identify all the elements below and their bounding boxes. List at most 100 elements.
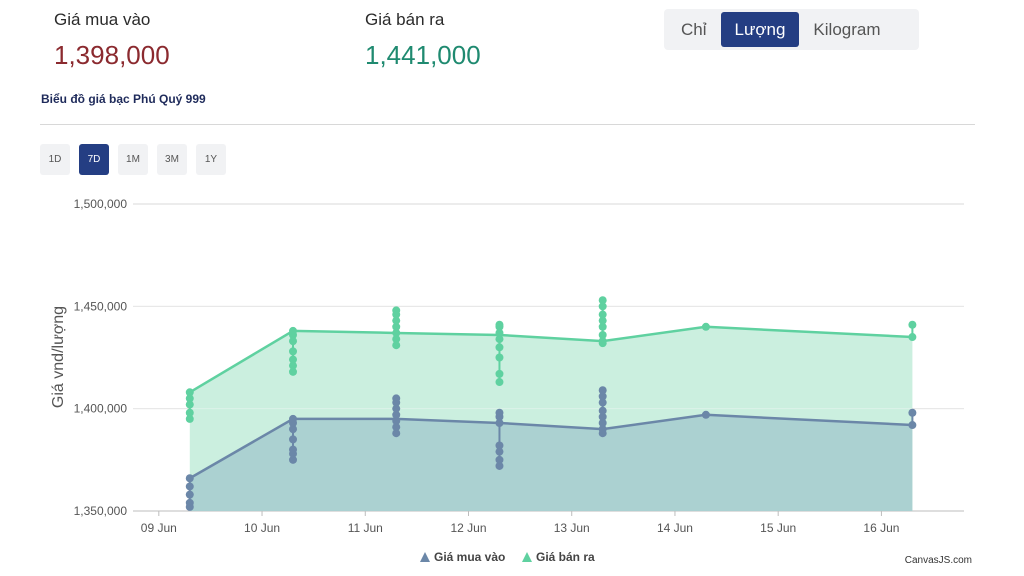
unit-tab-kilogram[interactable]: Kilogram	[813, 20, 881, 39]
x-tick-label: 15 Jun	[760, 521, 796, 535]
buy-price-label: Giá mua vào	[54, 10, 151, 29]
range-tab-3m[interactable]: 3M	[157, 144, 187, 175]
data-point-sell	[495, 378, 504, 387]
data-point-sell	[598, 302, 607, 311]
y-tick-label: 1,450,000	[74, 299, 128, 313]
range-tab-1d[interactable]: 1D	[40, 144, 70, 175]
data-point-buy	[908, 421, 917, 430]
data-point-sell	[598, 322, 607, 331]
chart-title: Biểu đồ giá bạc Phú Quý 999	[41, 92, 206, 106]
data-point-buy	[185, 474, 194, 483]
divider	[40, 124, 975, 125]
data-point-buy	[495, 447, 504, 456]
x-tick-label: 11 Jun	[348, 521, 383, 535]
data-point-sell	[289, 355, 298, 364]
canvasjs-credit[interactable]: CanvasJS.com	[904, 555, 972, 566]
data-point-sell	[392, 328, 401, 337]
y-axis-title: Giá vnd/lượng	[50, 306, 67, 408]
data-point-sell	[185, 414, 194, 423]
range-tabs: 1D 7D 1M 3M 1Y	[40, 144, 226, 175]
data-point-sell	[185, 394, 194, 403]
unit-tabs: Chỉ Lượng Kilogram	[664, 9, 919, 50]
data-point-sell	[289, 337, 298, 346]
data-point-buy	[392, 429, 401, 438]
sell-price-block: Giá bán ra 1,441,000	[365, 10, 481, 71]
data-point-sell	[701, 322, 710, 331]
data-point-sell	[495, 328, 504, 337]
data-point-buy	[392, 410, 401, 419]
data-point-buy	[392, 394, 401, 403]
data-point-sell	[185, 400, 194, 409]
data-point-buy	[392, 416, 401, 425]
legend-label-sell: Giá bán ra	[536, 550, 595, 564]
buy-price-value: 1,398,000	[54, 40, 170, 70]
data-point-buy	[392, 423, 401, 432]
data-point-sell	[908, 333, 917, 342]
data-point-buy	[495, 461, 504, 470]
data-point-sell	[289, 367, 298, 376]
unit-tab-luong[interactable]: Lượng	[720, 12, 800, 47]
data-point-buy	[495, 455, 504, 464]
data-point-sell	[289, 326, 298, 335]
data-point-buy	[185, 502, 194, 511]
data-point-sell	[392, 335, 401, 344]
data-point-buy	[185, 482, 194, 491]
data-point-buy	[598, 412, 607, 421]
data-point-buy	[289, 455, 298, 464]
data-point-buy	[289, 425, 298, 434]
data-point-buy	[495, 441, 504, 450]
range-tab-1y[interactable]: 1Y	[196, 144, 226, 175]
sell-price-label: Giá bán ra	[365, 10, 445, 29]
data-point-buy	[495, 418, 504, 427]
legend-label-buy: Giá mua vào	[434, 550, 505, 564]
y-tick-label: 1,500,000	[74, 197, 128, 211]
data-point-buy	[598, 406, 607, 415]
data-point-sell	[598, 296, 607, 305]
data-point-sell	[598, 310, 607, 319]
data-point-buy	[598, 418, 607, 427]
unit-tab-chi[interactable]: Chỉ	[681, 20, 707, 39]
data-point-sell	[185, 388, 194, 397]
legend-marker-buy	[420, 552, 430, 562]
data-point-buy	[495, 408, 504, 417]
range-tab-1m[interactable]: 1M	[118, 144, 148, 175]
data-point-buy	[598, 429, 607, 438]
data-point-sell	[495, 320, 504, 329]
y-tick-label: 1,350,000	[74, 504, 128, 518]
data-point-buy	[701, 410, 710, 419]
x-tick-label: 16 Jun	[863, 521, 899, 535]
data-point-sell	[392, 341, 401, 350]
data-point-buy	[289, 445, 298, 454]
x-tick-label: 14 Jun	[657, 521, 693, 535]
x-tick-label: 12 Jun	[450, 521, 486, 535]
data-point-sell	[598, 330, 607, 339]
data-point-buy	[289, 435, 298, 444]
data-point-buy	[392, 404, 401, 413]
data-point-buy	[185, 490, 194, 499]
data-point-sell	[392, 306, 401, 315]
range-tab-7d[interactable]: 7D	[79, 144, 109, 175]
data-point-sell	[908, 320, 917, 329]
area-buy	[189, 414, 913, 511]
data-point-sell	[392, 322, 401, 331]
data-point-sell	[289, 347, 298, 356]
legend-marker-sell	[522, 552, 532, 562]
data-point-sell	[495, 353, 504, 362]
data-point-buy	[598, 386, 607, 395]
data-point-sell	[289, 361, 298, 370]
buy-price-block: Giá mua vào 1,398,000	[54, 10, 170, 71]
data-point-buy	[908, 408, 917, 417]
y-tick-label: 1,400,000	[74, 402, 128, 416]
x-tick-label: 09 Jun	[141, 521, 177, 535]
data-point-buy	[598, 392, 607, 401]
x-tick-label: 13 Jun	[554, 521, 590, 535]
data-point-sell	[495, 343, 504, 352]
x-tick-label: 10 Jun	[244, 521, 280, 535]
data-point-sell	[598, 339, 607, 348]
sell-price-value: 1,441,000	[365, 40, 481, 70]
data-point-sell	[185, 408, 194, 417]
data-point-sell	[392, 316, 401, 325]
data-point-sell	[495, 335, 504, 344]
data-point-sell	[495, 369, 504, 378]
